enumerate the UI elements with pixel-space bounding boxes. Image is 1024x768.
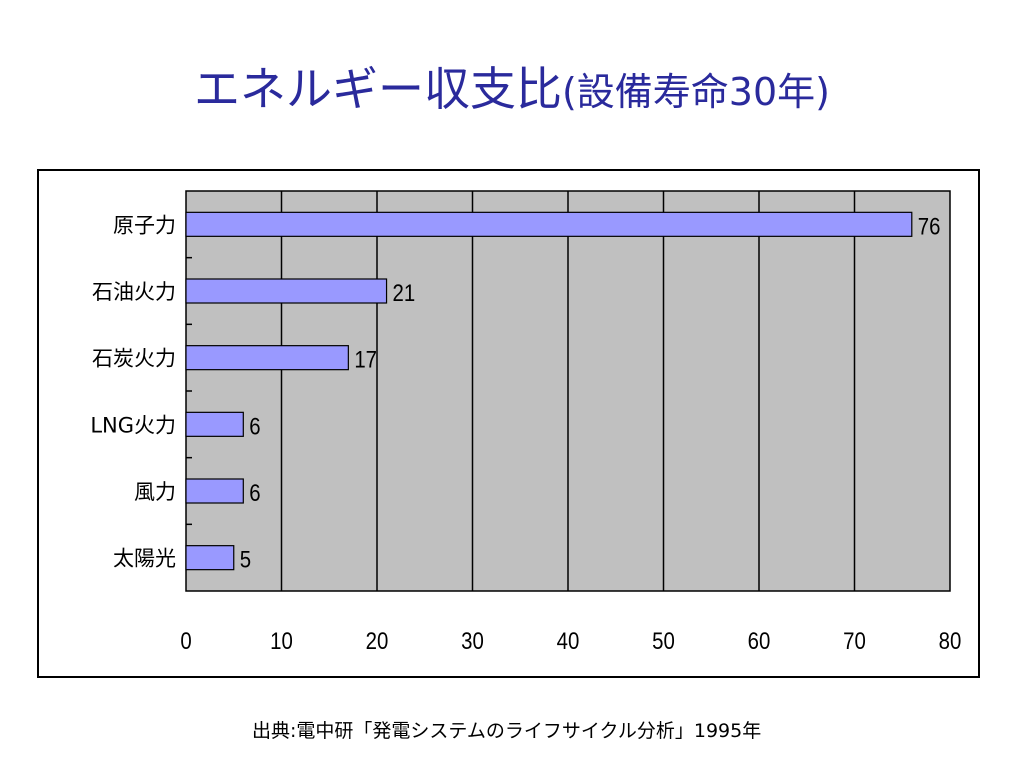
category-label: 石油火力: [92, 280, 176, 304]
x-tick-label: 50: [652, 627, 675, 654]
category-label: 太陽光: [113, 547, 176, 571]
data-label: 76: [918, 213, 941, 240]
title-main: エネルギー収支比: [193, 62, 562, 116]
bar: [185, 478, 244, 504]
bar: [185, 545, 235, 571]
x-tick-label: 20: [366, 627, 389, 654]
x-tick-label: 10: [270, 627, 293, 654]
slide-title: エネルギー収支比(設備寿命30年): [0, 62, 1024, 117]
title-subtitle: (設備寿命30年): [561, 70, 830, 114]
category-label: 風力: [134, 480, 176, 504]
x-tick-label: 70: [843, 627, 866, 654]
category-label: 原子力: [113, 213, 176, 237]
x-tick-label: 30: [461, 627, 484, 654]
x-tick-label: 60: [748, 627, 771, 654]
source-note: 出典:電中研「発電システムのライフサイクル分析」1995年: [252, 720, 762, 742]
data-label: 21: [393, 279, 416, 306]
bar: [185, 411, 244, 437]
x-tick-label: 80: [939, 627, 962, 654]
bar: [185, 345, 349, 371]
category-label: 石炭火力: [92, 347, 176, 371]
data-label: 6: [249, 413, 260, 440]
category-label: LNG火力: [90, 413, 176, 437]
x-tick-label: 40: [557, 627, 580, 654]
bar: [185, 278, 388, 304]
x-tick-label: 0: [180, 627, 191, 654]
data-label: 5: [240, 546, 251, 573]
data-label: 6: [249, 479, 260, 506]
data-label: 17: [354, 346, 377, 373]
chart-frame: 原子力 76 石油火力 21 石炭火力 17 LNG火力 6 風力 6 太陽光 5 0 10 20 30 40 5…: [37, 169, 980, 678]
bar: [185, 211, 913, 237]
